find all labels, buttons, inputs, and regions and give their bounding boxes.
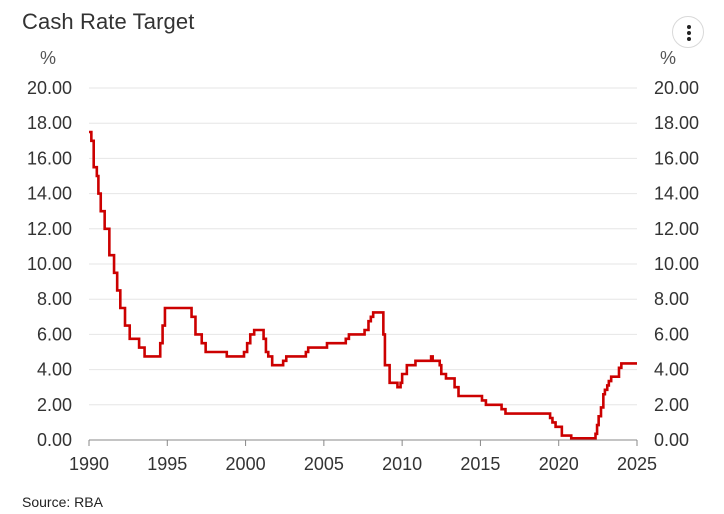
y-tick-label-right: 8.00 [654, 289, 689, 309]
x-axis [88, 439, 638, 446]
y-tick-label-right: 12.00 [654, 219, 699, 239]
y-tick-label-right: 16.00 [654, 148, 699, 168]
x-tick-label: 2015 [460, 454, 500, 474]
chart-title: Cash Rate Target [22, 9, 195, 34]
y-tick-label-right: 14.00 [654, 184, 699, 204]
y-tick-label-left: 18.00 [27, 113, 72, 133]
x-tick-label: 1990 [69, 454, 109, 474]
y-tick-label-left: 16.00 [27, 148, 72, 168]
line-chart: 0.00 2.00 4.00 6.00 8.00 10.00 12.00 14.00 16.00… [27, 48, 699, 474]
y-tick-label-right: 18.00 [654, 113, 699, 133]
chart-menu-button[interactable] [672, 16, 704, 48]
y-tick-label-left: 0.00 [37, 430, 72, 450]
y-tick-label-left: 4.00 [37, 360, 72, 380]
source-note: Source: RBA [22, 494, 103, 510]
y-tick-label-right: 4.00 [654, 360, 689, 380]
x-tick-label: 2000 [226, 454, 266, 474]
x-tick-label: 2010 [382, 454, 422, 474]
x-axis-labels: 1990 1995 2000 2005 2010 2015 2020 2025 [69, 454, 657, 474]
y-tick-label-right: 6.00 [654, 324, 689, 344]
y-unit-right-label: % [660, 48, 676, 68]
y-tick-label-left: 12.00 [27, 219, 72, 239]
y-tick-label-right: 0.00 [654, 430, 689, 450]
series-group [89, 130, 637, 440]
y-tick-label-left: 14.00 [27, 184, 72, 204]
y-tick-label-right: 20.00 [654, 78, 699, 98]
y-tick-label-right: 2.00 [654, 395, 689, 415]
y-unit-left-label: % [40, 48, 56, 68]
y-tick-label-left: 10.00 [27, 254, 72, 274]
y-tick-label-right: 10.00 [654, 254, 699, 274]
y-tick-label-left: 2.00 [37, 395, 72, 415]
x-tick-label: 1995 [147, 454, 187, 474]
gridlines [89, 87, 637, 406]
y-axis-right: 0.00 2.00 4.00 6.00 8.00 10.00 12.00 14.00 16.00… [654, 78, 699, 450]
series-line [89, 130, 637, 440]
x-tick-label: 2020 [539, 454, 579, 474]
x-tick-label: 2025 [617, 454, 657, 474]
y-tick-label-left: 8.00 [37, 289, 72, 309]
y-tick-label-left: 20.00 [27, 78, 72, 98]
y-axis-left: 0.00 2.00 4.00 6.00 8.00 10.00 12.00 14.00 16.00… [27, 78, 72, 450]
y-tick-label-left: 6.00 [37, 324, 72, 344]
x-tick-label: 2005 [304, 454, 344, 474]
